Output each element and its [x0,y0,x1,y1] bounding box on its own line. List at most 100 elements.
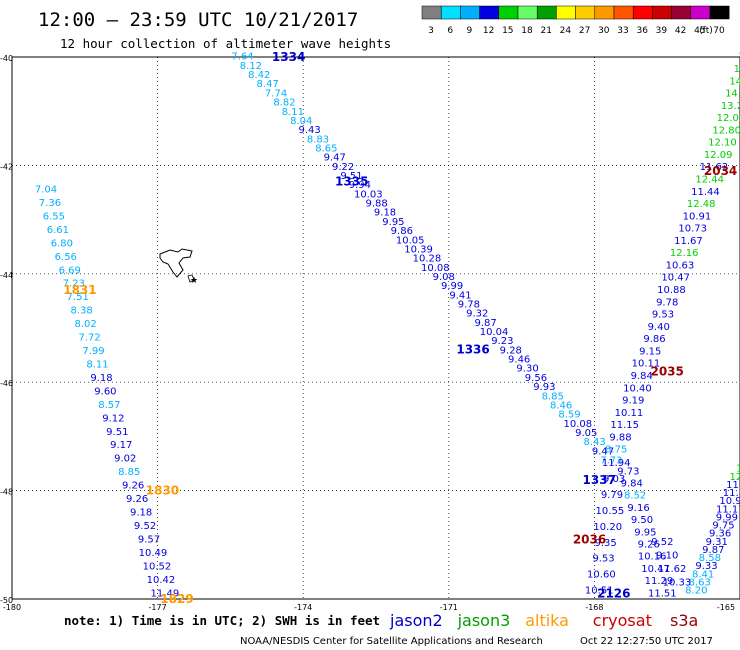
legend-entry-cryosat: cryosat [593,611,652,630]
colorbar-swatch [536,5,557,20]
wave-height-value: 9.95 [634,527,656,538]
wave-height-value: 10.51 [585,586,614,597]
wave-height-value: 9.88 [366,199,388,210]
wave-height-value: 8.85 [542,391,564,402]
wave-height-value: 8.59 [558,410,580,421]
wave-height-value: 9.95 [382,217,404,228]
wave-height-value: 8.38 [71,306,93,317]
colorbar-swatch [517,5,538,20]
colorbar-tick-label: 9 [467,26,473,36]
wave-height-value: 11.49 [151,588,180,599]
wave-height-value: 6.69 [59,265,81,276]
wave-height-value: 12.6 [736,464,740,475]
wave-height-value: 9.46 [508,355,530,366]
colorbar-swatch [575,5,596,20]
wave-height-value: 9.99 [716,512,738,523]
wave-height-value: 9.53 [652,310,674,321]
wave-height-value: 9.02 [114,454,136,465]
colorbar-tick-label: 33 [617,26,628,36]
colorbar-swatch [556,5,576,20]
colorbar-swatch [440,5,461,20]
wave-height-value: 7.72 [78,333,100,344]
pass-number-label: 2126 [597,587,630,601]
colorbar-tick-label: 42 [675,26,686,36]
pass-number-label: 1336 [456,343,489,357]
wave-height-value: 11.94 [602,458,631,469]
pass-number-label: 1829 [160,592,193,606]
colorbar-swatch [613,5,634,20]
wave-height-value: 9.03 [603,474,625,485]
wave-height-value: 8.82 [273,98,295,109]
pass-number-label: 2036 [573,532,606,546]
wave-height-value: 7.23 [63,279,85,290]
longitude-label: -180 [3,603,21,612]
colorbar-unit-label: (ft) [699,26,713,36]
latitude-labels: -40 -42 -44 -46 -48 -50 [0,54,13,605]
wave-height-value: 8.11 [86,359,108,370]
colorbar-swatch [671,5,692,20]
satellite-legend: jason2 jason3 altika cryosat s3a [389,611,698,630]
wave-height-value: 9.40 [648,322,670,333]
wave-height-value: 10.47 [641,564,670,575]
colorbar-swatch [690,5,711,20]
wave-height-value: 9.51 [340,171,362,182]
wave-height-value: 9.51 [106,427,128,438]
pass-number-label: 1335 [335,175,368,189]
wave-height-value: 8.85 [118,467,140,478]
wave-height-value: 10.55 [596,506,625,517]
wave-height-value: 9.86 [643,334,665,345]
colorbar-tick-label: 6 [447,26,453,36]
wave-height-value: 9.19 [622,396,644,407]
wave-height-value: 8.04 [290,116,312,127]
wave-height-value: 9.79 [601,490,623,501]
wave-height-value: 8.52 [624,491,646,502]
track-s3a-2034-2035: 14.4414.4914.20 14.8213.2012.0512.80 12.10… [605,52,740,456]
colorbar-tick-label: 70 [713,26,725,36]
colorbar-swatch [594,5,615,20]
wave-height-value: 8.41 [692,569,714,580]
wave-height-value: 8.58 [699,553,721,564]
wave-height-value: 9.60 [94,386,116,397]
wave-height-value: 9.30 [516,364,538,375]
track-s3a-2036-south: 9.739.848.529.169.509.959.2610.1610.4711… [617,466,676,599]
page-subtitle: 12 hour collection of altimeter wave hei… [60,36,391,51]
wave-height-value: 9.26 [126,494,148,505]
wave-height-value: 9.10 [656,550,678,561]
latitude-label: -50 [0,596,13,605]
wave-height-value: 10.91 [683,211,712,222]
wave-height-value: 9.05 [575,428,597,439]
wave-height-value: 10.05 [396,235,425,246]
footer-credit: NOAA/NESDIS Center for Satellite Applica… [240,636,543,647]
wave-height-value: 9.57 [138,534,160,545]
wave-height-value: 8.47 [257,79,279,90]
altimeter-tracks: 7.648.128.428.477.748.828.118.049.438.83… [35,52,740,600]
wave-height-value: 12.80 [712,125,740,136]
wave-height-value: 11.62 [700,162,729,173]
wave-height-value: 8.46 [550,400,572,411]
wave-height-value: 9.31 [706,537,728,548]
wave-height-value: 10.03 [354,189,383,200]
legend-entry-s3a: s3a [670,611,698,630]
wave-height-value: 12.05 [717,113,740,124]
pass-number-label: 1830 [146,484,179,498]
colorbar-swatch [460,5,480,20]
wave-height-value: 10.40 [623,383,652,394]
wave-height-value: 10.20 [593,522,622,533]
wave-height-value: 12.44 [695,175,724,186]
colorbar-tick-label: 36 [636,26,648,36]
colorbar-tick-label: 27 [579,26,590,36]
colorbar-tick-label: 12 [483,26,494,36]
longitude-label: -165 [717,603,735,612]
wave-height-value: 6.80 [51,238,73,249]
wave-height-value: 7.64 [231,52,253,63]
track-cryosat-2126: 12.612.8611.8011.8110.9411.179.999.759.3… [685,464,740,597]
chatham-islands-outline [159,248,195,283]
wave-height-value: 11.62 [658,564,687,575]
wave-height-value: 9.28 [500,345,522,356]
wave-height-value: 10.04 [480,327,509,338]
wave-height-value: 12.10 [708,138,737,149]
colorbar-tick-label: 45 [694,26,705,36]
wave-height-value: 10.52 [143,561,172,572]
wave-height-value: 10.33 [663,577,692,588]
wave-height-value: 9.47 [592,446,614,457]
